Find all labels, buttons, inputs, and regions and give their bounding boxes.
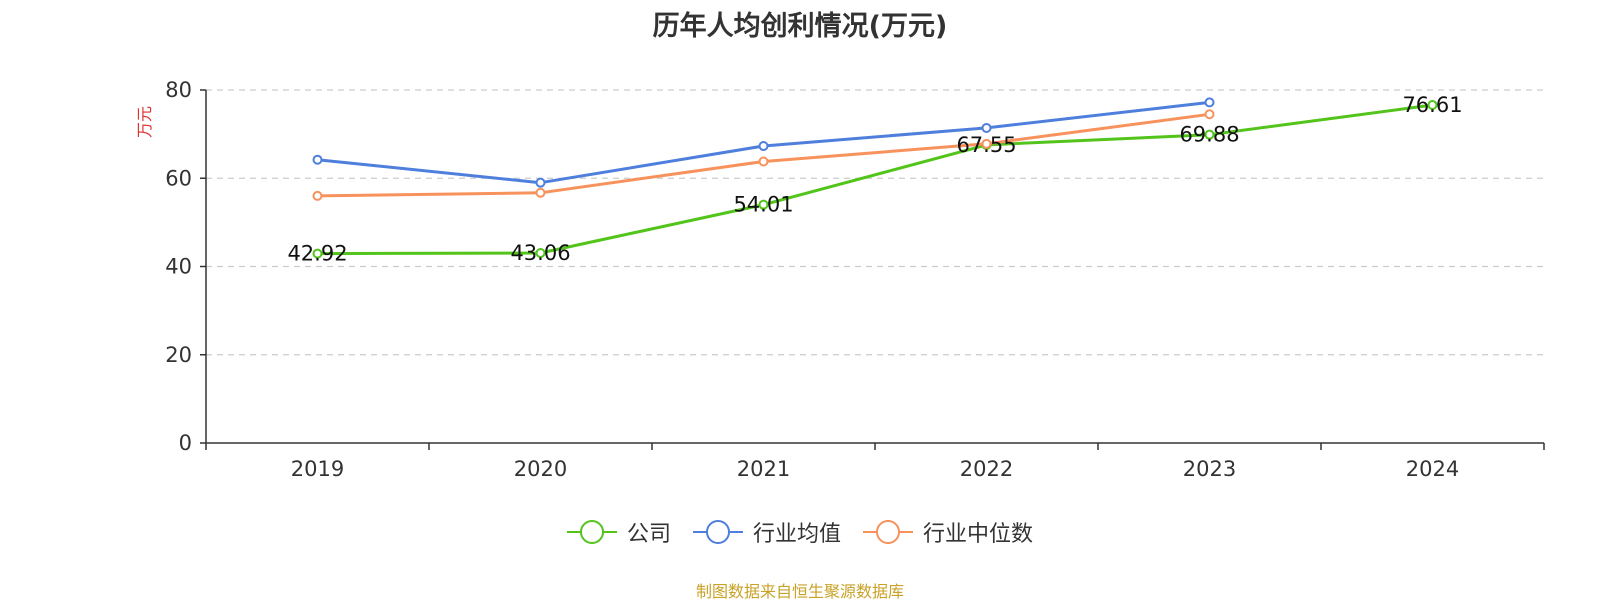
data-label: 43.06	[510, 241, 570, 265]
axis-layer: 0 20 40 60 80 2019 2020 2021 2022 2023 2024	[165, 78, 1545, 481]
grid-layer	[206, 89, 1544, 356]
x-tick-label: 2022	[960, 457, 1013, 481]
data-label: 54.01	[733, 193, 793, 217]
y-tick-label: 80	[165, 78, 192, 102]
series-line-2	[316, 112, 1211, 198]
legend-swatch-icon	[692, 520, 743, 544]
y-tick-label: 0	[179, 431, 192, 455]
data-point-1	[312, 154, 323, 165]
data-point-2	[312, 190, 323, 201]
legend-swatch-icon	[863, 520, 913, 544]
data-point-1	[535, 177, 546, 188]
data-label: 42.92	[287, 242, 347, 266]
legend: 公司 行业均值 行业中位数	[0, 516, 1600, 548]
legend-label: 行业均值	[752, 522, 841, 547]
data-point-2	[535, 187, 546, 198]
y-tick-label: 40	[165, 255, 192, 279]
data-label: 76.61	[1402, 93, 1462, 117]
data-point-2	[758, 156, 769, 167]
data-label: 67.55	[956, 133, 1016, 157]
legend-label: 行业中位数	[923, 522, 1034, 547]
y-tick-label: 20	[165, 343, 192, 367]
series-line-0	[316, 103, 1434, 256]
legend-item[interactable]: 公司	[566, 516, 671, 548]
data-point-2	[1204, 109, 1215, 120]
legend-label: 公司	[626, 522, 671, 547]
legend-item[interactable]: 行业均值	[692, 516, 841, 548]
data-point-0	[758, 199, 769, 210]
x-tick-label: 2020	[514, 457, 567, 481]
legend-item[interactable]: 行业中位数	[863, 516, 1033, 548]
legend-swatch-icon	[566, 520, 617, 544]
data-point-0	[535, 247, 546, 258]
data-point-0	[1204, 129, 1215, 140]
data-point-0	[1427, 99, 1438, 110]
data-point-0	[312, 248, 323, 259]
data-point-2	[981, 138, 992, 149]
x-tick-label: 2024	[1406, 457, 1459, 481]
data-point-1	[758, 141, 769, 152]
source-note: 制图数据来自恒生聚源数据库	[695, 582, 904, 601]
chart-title: 历年人均创利情况(万元)	[652, 11, 948, 42]
x-tick-label: 2019	[291, 457, 344, 481]
data-point-1	[1204, 97, 1215, 108]
x-tick-label: 2021	[737, 457, 790, 481]
data-label-layer: 42.92 43.06 54.01 67.55 69.88 76.61	[287, 93, 1462, 266]
series-layer	[312, 97, 1438, 259]
data-label: 69.88	[1179, 123, 1239, 147]
y-axis-unit-label: 万元	[135, 106, 154, 138]
x-tick-label: 2023	[1183, 457, 1236, 481]
data-point-1	[981, 122, 992, 133]
y-tick-label: 60	[165, 166, 192, 190]
